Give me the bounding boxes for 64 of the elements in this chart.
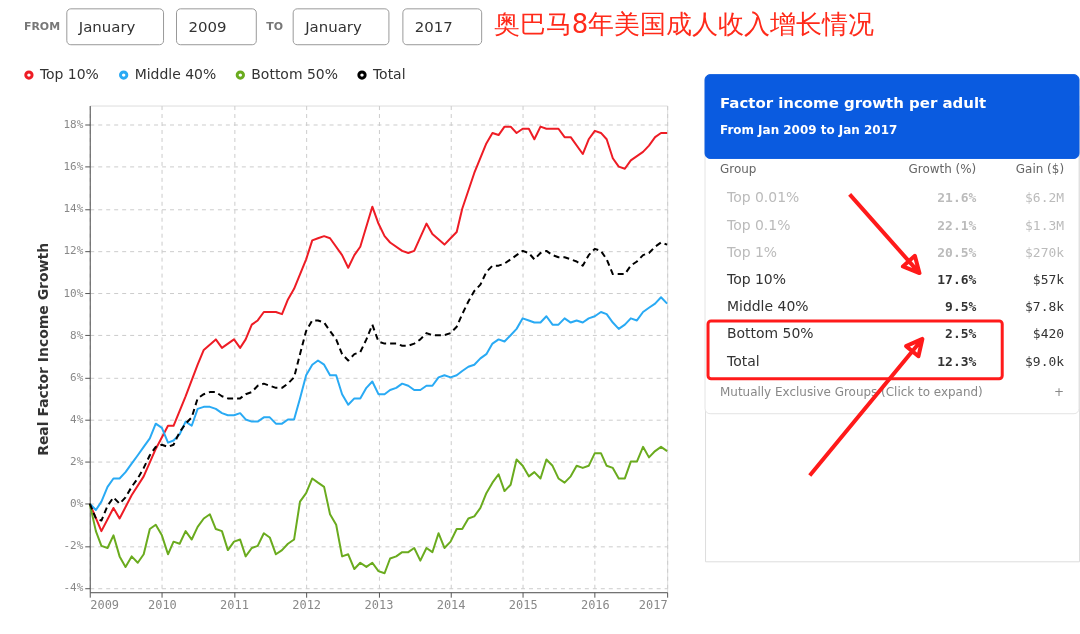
text: Factor income growth per adult: [720, 93, 987, 112]
line-series: [88, 296, 669, 512]
text: $6.2M: [1025, 190, 1065, 206]
text: Group: [720, 162, 757, 177]
y-tick-label: 10%: [63, 286, 84, 300]
y-tick-label: 12%: [63, 244, 84, 258]
y-tick-label: 2%: [70, 455, 84, 469]
text: 17.6%: [937, 271, 977, 287]
text: Gain ($): [1015, 162, 1065, 177]
text: January: [304, 17, 362, 36]
legend-label: Top 10%: [38, 66, 99, 83]
text: 20.5%: [937, 244, 977, 260]
text: Top 1%: [725, 243, 778, 260]
x-tick-label: 2016: [580, 597, 610, 612]
y-tick-label: 4%: [70, 412, 84, 426]
chart-title: 奥巴马8年美国成人收入增长情况: [493, 9, 875, 40]
x-tick-label: 2009: [90, 597, 120, 612]
text: TO: [266, 19, 284, 33]
line-series: [88, 445, 669, 575]
text: $7.8k: [1025, 299, 1065, 315]
x-tick-label: 2017: [638, 597, 668, 612]
text: Growth (%): [908, 162, 977, 177]
y-tick-label: 18%: [63, 118, 84, 132]
text: Top 0.1%: [725, 216, 791, 233]
x-tick-label: 2015: [508, 597, 538, 612]
text: 2.5%: [945, 326, 977, 342]
y-tick-label: 8%: [70, 328, 84, 342]
text: January: [77, 17, 136, 36]
legend-label: Bottom 50%: [251, 66, 338, 83]
y-tick-label: -4%: [63, 581, 84, 595]
text: 21.6%: [937, 190, 977, 206]
legend-label: Middle 40%: [134, 66, 217, 83]
text: Bottom 50%: [726, 325, 814, 342]
x-tick-label: 2012: [292, 597, 322, 612]
text: $1.3M: [1025, 217, 1065, 233]
text: Mutually Exclusive Groups (Click to expand): [720, 384, 983, 399]
text: $270k: [1025, 244, 1065, 260]
text: $57k: [1032, 271, 1065, 287]
text: $9.0k: [1025, 353, 1065, 369]
text: Total: [725, 352, 760, 369]
line-series: [88, 241, 669, 522]
text: Top 10%: [725, 270, 786, 287]
x-tick-label: 2010: [147, 597, 177, 612]
legend-label: Total: [371, 66, 406, 83]
text: 22.1%: [937, 217, 977, 233]
x-tick-label: 2011: [220, 597, 249, 612]
text: Top 0.01%: [725, 189, 800, 206]
y-tick-label: 6%: [70, 370, 84, 384]
text: 9.5%: [945, 299, 977, 315]
text: Middle 40%: [726, 298, 809, 315]
y-tick-label: -2%: [63, 539, 84, 553]
text: +: [1054, 384, 1065, 399]
y-tick-label: 14%: [63, 202, 84, 216]
text: 2009: [188, 17, 227, 36]
text: $420: [1032, 326, 1065, 342]
y-tick-label: 0%: [70, 497, 84, 511]
x-tick-label: 2014: [436, 597, 466, 612]
y-axis-title: Real Factor Income Growth: [35, 242, 52, 456]
y-tick-label: 16%: [63, 160, 84, 174]
text: 12.3%: [937, 353, 977, 369]
text: FROM: [23, 19, 61, 33]
text: From Jan 2009 to Jan 2017: [720, 123, 898, 138]
x-tick-label: 2013: [364, 597, 394, 612]
text: 2017: [414, 17, 453, 36]
